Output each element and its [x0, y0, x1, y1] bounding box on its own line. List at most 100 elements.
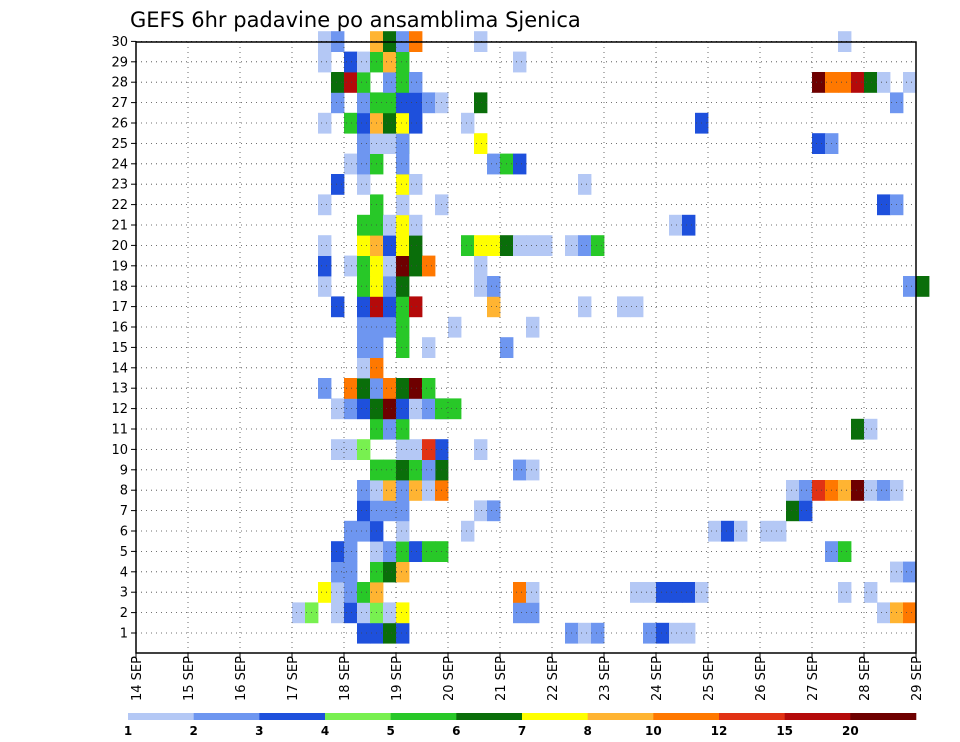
heatmap-cell [864, 480, 878, 501]
heatmap-cell [474, 235, 488, 256]
heatmap-cell [773, 520, 787, 542]
heatmap-cell [383, 418, 397, 440]
y-tick-label: 22 [111, 198, 128, 213]
heatmap-cell [357, 296, 371, 318]
y-tick-label: 8 [120, 484, 128, 499]
heatmap-cell [422, 92, 436, 114]
heatmap-cell [864, 582, 878, 603]
heatmap-cell [344, 51, 358, 73]
heatmap-cell [422, 541, 436, 562]
heatmap-cell [344, 153, 358, 175]
heatmap-cell [682, 582, 696, 603]
heatmap-cell [396, 316, 410, 338]
y-tick-label: 7 [120, 504, 128, 519]
legend-label: 20 [842, 724, 859, 738]
y-tick-label: 18 [111, 280, 128, 295]
legend-label: 7 [518, 724, 526, 738]
heatmap-cell [396, 153, 410, 175]
heatmap-cell [513, 235, 527, 256]
legend-swatch [784, 713, 851, 720]
legend-label: 4 [321, 724, 329, 738]
legend-swatch [522, 713, 588, 720]
heatmap-cell [357, 398, 371, 420]
heatmap-cell [344, 602, 358, 624]
heatmap-cell [318, 235, 332, 256]
heatmap-cell [591, 235, 605, 256]
y-tick-label: 20 [111, 239, 128, 254]
heatmap-cell [383, 316, 397, 338]
heatmap-cell [721, 520, 735, 542]
heatmap-cell [331, 582, 345, 603]
heatmap-cell [409, 296, 423, 318]
heatmap-cell [383, 561, 397, 583]
heatmap-cell [422, 337, 436, 358]
heatmap-cell [526, 316, 540, 338]
heatmap-cell [812, 480, 826, 501]
heatmap-cell [396, 561, 410, 583]
x-tick-label: 29 SEP [910, 656, 925, 701]
y-tick-label: 12 [111, 402, 128, 417]
legend-swatch [128, 713, 194, 720]
y-tick-label: 24 [111, 157, 128, 172]
heatmap-cell [344, 439, 358, 460]
legend-swatch [325, 713, 391, 720]
heatmap-cell [331, 92, 345, 114]
heatmap-cell [357, 357, 371, 379]
heatmap-cell [383, 296, 397, 318]
heatmap-cell [357, 276, 371, 297]
legend-label: 1 [124, 724, 132, 738]
legend-label: 2 [189, 724, 197, 738]
y-tick-label: 6 [120, 525, 128, 540]
y-tick-label: 19 [111, 259, 128, 274]
heatmap-cell [344, 378, 358, 399]
heatmap-cell [877, 72, 891, 93]
heatmap-cell [292, 602, 306, 624]
heatmap-cell [838, 541, 852, 562]
cells-layer [292, 31, 930, 644]
heatmap-cell [708, 520, 722, 542]
legend-label: 3 [255, 724, 263, 738]
heatmap-cell [422, 398, 436, 420]
heatmap-cell [331, 561, 345, 583]
heatmap-cell [383, 276, 397, 297]
y-tick-label: 30 [111, 35, 128, 50]
heatmap-cell [331, 541, 345, 562]
heatmap-cell [591, 622, 605, 644]
heatmap-cell [851, 72, 865, 93]
y-tick-label: 26 [111, 117, 128, 132]
legend-label: 15 [776, 724, 793, 738]
heatmap-cell [344, 520, 358, 542]
y-tick-label: 1 [120, 627, 128, 642]
heatmap-cell [461, 235, 475, 256]
heatmap-cell [474, 276, 488, 297]
heatmap-cell [513, 582, 527, 603]
heatmap-cell [396, 194, 410, 216]
heatmap-cell [383, 51, 397, 73]
x-tick-label: 24 SEP [650, 656, 665, 701]
heatmap-cell [383, 378, 397, 399]
heatmap-cell [864, 418, 878, 440]
heatmap-cell [487, 296, 501, 318]
x-tick-label: 21 SEP [494, 656, 509, 701]
heatmap-cell [344, 398, 358, 420]
heatmap-cell [318, 51, 332, 73]
heatmap-cell [383, 622, 397, 644]
heatmap-cell [526, 602, 540, 624]
heatmap-cell [383, 255, 397, 277]
heatmap-cell [643, 622, 657, 644]
heatmap-cell [617, 296, 631, 318]
legend-swatch [719, 713, 785, 720]
heatmap-cell [344, 561, 358, 583]
heatmap-cell [409, 112, 423, 134]
x-tick-label: 19 SEP [390, 656, 405, 701]
heatmap-cell [383, 459, 397, 481]
heatmap-cell [903, 276, 917, 297]
heatmap-cell [487, 500, 501, 522]
heatmap-cell [396, 72, 410, 93]
heatmap-cell [682, 214, 696, 236]
heatmap-cell [864, 72, 878, 93]
y-tick-label: 5 [120, 545, 128, 560]
heatmap-cell [396, 174, 410, 195]
x-tick-label: 26 SEP [754, 656, 769, 701]
